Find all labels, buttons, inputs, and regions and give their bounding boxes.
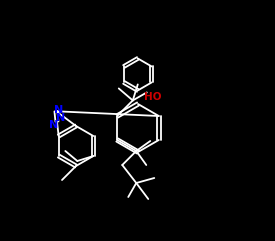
Text: N: N <box>54 105 64 115</box>
Text: N: N <box>49 120 59 130</box>
Text: HO: HO <box>144 92 161 102</box>
Text: N: N <box>56 113 65 123</box>
